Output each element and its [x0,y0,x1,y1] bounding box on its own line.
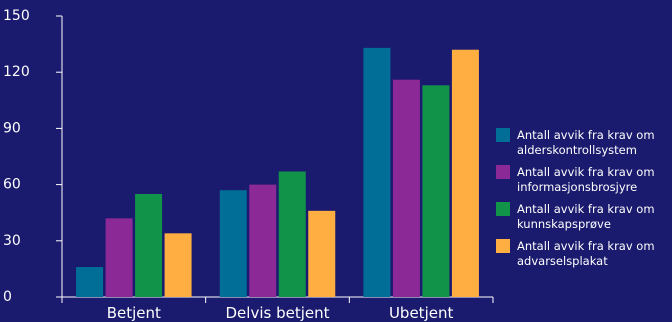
legend-swatch [496,202,510,216]
y-tick-label: 150 [3,8,30,24]
bar [249,184,277,297]
legend-label: advarselsplakat [517,254,608,268]
bar [76,267,104,297]
legend-label: informasjonsbrosjyre [517,180,637,194]
bar [164,233,192,297]
legend-label: alderskontrollsystem [517,143,637,157]
bar [278,171,306,297]
bar [219,190,247,297]
legend-label: Antall avvik fra krav om [517,165,655,179]
y-tick-label: 0 [3,289,12,305]
y-tick-label: 120 [3,64,30,80]
y-tick-label: 90 [3,120,21,136]
legend-swatch [496,128,510,142]
x-axis: Betjent Delvis betjent Ubetjent [61,296,494,322]
legend-label: Antall avvik fra krav om [517,128,655,142]
bar [308,210,336,297]
legend-swatch [496,165,510,179]
bar [105,218,133,297]
y-axis: 0 30 60 90 120 150 [3,8,63,305]
bar [392,79,420,298]
bar [422,85,450,298]
bar [135,193,163,297]
y-tick-label: 60 [3,177,21,193]
bar [451,49,479,297]
y-tick-label: 30 [3,233,21,249]
legend: Antall avvik fra krav omalderskontrollsy… [496,128,655,268]
legend-label: Antall avvik fra krav om [517,239,655,253]
legend-label: Antall avvik fra krav om [517,202,655,216]
bar [363,47,391,298]
legend-label: kunnskapsprøve [517,217,611,231]
x-category-label: Ubetjent [389,304,454,322]
legend-swatch [496,239,510,253]
bars [76,47,479,298]
x-category-label: Betjent [107,304,161,322]
x-category-label: Delvis betjent [226,304,330,322]
